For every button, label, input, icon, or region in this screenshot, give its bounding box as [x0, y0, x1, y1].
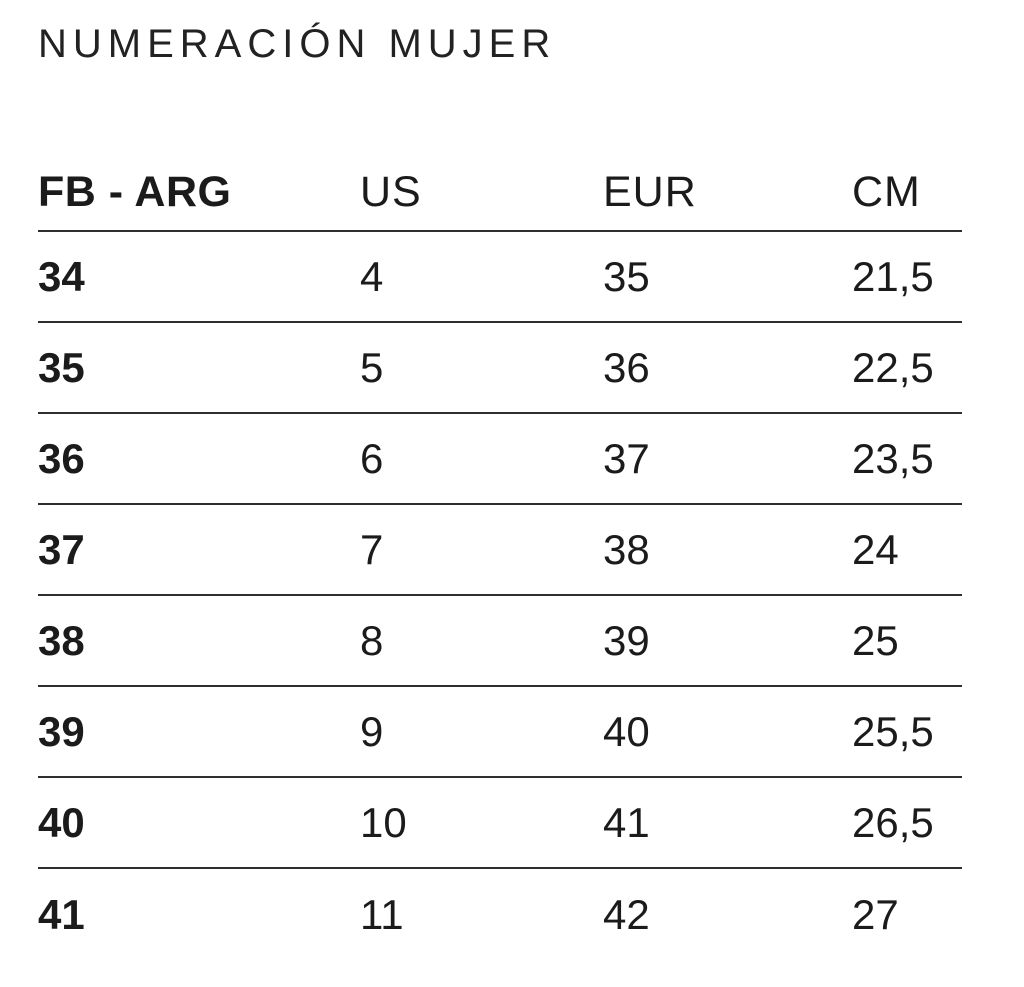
table-row: 38 8 39 25 — [38, 596, 962, 687]
table-cell-fb-arg: 36 — [38, 434, 85, 482]
table-header-row: FB - ARG US EUR CM — [38, 157, 962, 232]
table-cell-us: 9 — [360, 707, 384, 755]
size-conversion-table: FB - ARG US EUR CM 34 4 35 21,5 35 5 36 … — [38, 157, 962, 960]
table-cell-us: 5 — [360, 343, 384, 391]
table-cell-eur: 37 — [603, 434, 650, 482]
table-cell-fb-arg: 41 — [38, 890, 85, 938]
table-cell-fb-arg: 37 — [38, 525, 85, 573]
table-cell-cm: 21,5 — [852, 252, 934, 300]
table-cell-cm: 25 — [852, 616, 899, 664]
table-cell-us: 11 — [360, 890, 404, 938]
table-cell-eur: 39 — [603, 616, 650, 664]
table-cell-eur: 36 — [603, 343, 650, 391]
page-title: NUMERACIÓN MUJER — [38, 22, 557, 66]
table-cell-us: 6 — [360, 434, 384, 482]
column-header-eur: EUR — [603, 168, 697, 216]
table-cell-cm: 22,5 — [852, 343, 934, 391]
column-header-cm: CM — [852, 168, 921, 216]
table-row: 37 7 38 24 — [38, 505, 962, 596]
table-cell-fb-arg: 38 — [38, 616, 85, 664]
table-body: 34 4 35 21,5 35 5 36 22,5 36 6 37 23,5 3… — [38, 232, 962, 960]
table-row: 39 9 40 25,5 — [38, 687, 962, 778]
column-header-fb-arg: FB - ARG — [38, 168, 232, 216]
table-cell-cm: 26,5 — [852, 798, 934, 846]
column-header-us: US — [360, 168, 422, 216]
table-row: 35 5 36 22,5 — [38, 323, 962, 414]
table-cell-fb-arg: 39 — [38, 707, 85, 755]
table-row: 40 10 41 26,5 — [38, 778, 962, 869]
table-cell-eur: 35 — [603, 252, 650, 300]
table-cell-eur: 40 — [603, 707, 650, 755]
table-cell-eur: 41 — [603, 798, 650, 846]
table-cell-cm: 23,5 — [852, 434, 934, 482]
table-cell-fb-arg: 35 — [38, 343, 85, 391]
table-cell-eur: 38 — [603, 525, 650, 573]
table-cell-eur: 42 — [603, 890, 650, 938]
table-row: 34 4 35 21,5 — [38, 232, 962, 323]
table-cell-fb-arg: 40 — [38, 798, 85, 846]
table-row: 41 11 42 27 — [38, 869, 962, 960]
table-cell-cm: 24 — [852, 525, 899, 573]
table-cell-us: 10 — [360, 798, 407, 846]
table-cell-fb-arg: 34 — [38, 252, 85, 300]
table-cell-us: 7 — [360, 525, 384, 573]
table-cell-us: 8 — [360, 616, 384, 664]
table-cell-cm: 27 — [852, 890, 899, 938]
table-cell-us: 4 — [360, 252, 384, 300]
table-row: 36 6 37 23,5 — [38, 414, 962, 505]
table-cell-cm: 25,5 — [852, 707, 934, 755]
